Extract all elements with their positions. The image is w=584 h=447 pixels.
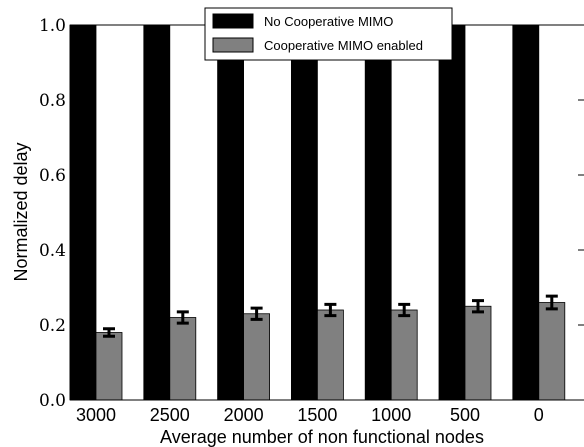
bar-no-cooperative [143,24,171,401]
bar-cooperative-enabled [464,305,492,401]
bar-cooperative-enabled [316,309,344,401]
legend-swatch-no-cooperative [212,13,254,29]
bars-group [69,24,566,401]
bar-cooperative-enabled [169,317,197,401]
bar-no-cooperative [217,24,245,401]
bar-cooperative-enabled [538,302,566,401]
y-ticks-group: 0.0 0.2 0.4 0.6 0.8 1.0 [39,16,584,411]
x-tick-label: 0 [534,405,544,425]
y-axis-label: Normalized delay [11,142,31,281]
bar-no-cooperative [512,24,540,401]
x-axis-label: Average number of non functional nodes [160,427,484,447]
bar-cooperative-enabled [243,313,271,401]
y-tick-label: 0.6 [39,166,66,186]
bar-no-cooperative [69,24,97,401]
x-tick-label: 2500 [150,405,190,425]
x-tick-label: 3000 [76,405,116,425]
legend: No Cooperative MIMO Cooperative MIMO ena… [204,7,453,61]
bar-no-cooperative [364,24,392,401]
x-tick-label: 2000 [224,405,264,425]
legend-label-cooperative-enabled: Cooperative MIMO enabled [264,38,423,53]
y-tick-label: 0.4 [39,241,66,261]
legend-swatch-cooperative-enabled [212,37,254,53]
y-tick-label: 1.0 [39,16,66,36]
y-tick-label: 0.2 [39,316,66,336]
bar-cooperative-enabled [390,309,418,401]
error-bars-group [103,294,558,338]
x-tick-label: 1500 [297,405,337,425]
x-tick-label: 500 [450,405,480,425]
y-tick-label: 0.0 [39,391,66,411]
x-ticks-group: 3000 2500 2000 1500 1000 500 0 [76,405,544,425]
y-tick-label: 0.8 [39,91,66,111]
x-tick-label: 1000 [371,405,411,425]
bar-no-cooperative [438,24,466,401]
bar-cooperative-enabled [95,332,123,401]
legend-label-no-cooperative: No Cooperative MIMO [264,14,393,29]
bar-no-cooperative [290,24,318,401]
